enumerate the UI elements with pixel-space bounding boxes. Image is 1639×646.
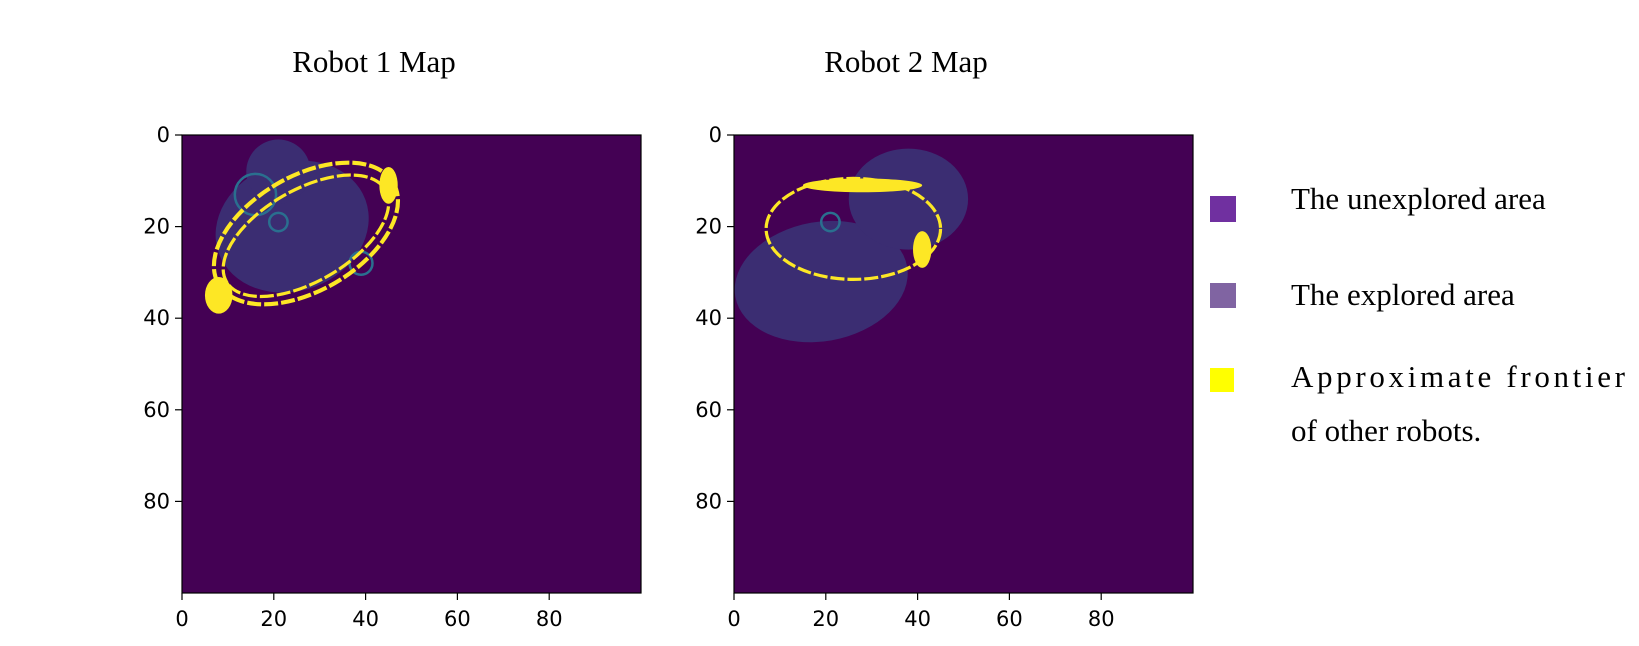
legend-label-unexplored: The unexplored area (1291, 181, 1546, 216)
x-tick-label: 20 (260, 607, 287, 631)
frontier-blob (379, 167, 398, 204)
x-tick-label: 80 (1088, 607, 1115, 631)
y-axis: 0 20 40 60 80 (143, 123, 182, 513)
map-panel-robot-2: Robot 2 Map 0 20 40 60 80 0 20 40 60 80 (695, 44, 1194, 631)
legend-swatch-explored (1210, 283, 1236, 308)
y-tick-label: 0 (709, 123, 722, 147)
legend-label-frontier: Approximate frontier (1291, 359, 1626, 394)
x-tick-label: 0 (175, 607, 188, 631)
map-layer (182, 135, 641, 593)
explored-region (246, 139, 311, 204)
x-tick-label: 60 (444, 607, 471, 631)
frontier-blob (913, 231, 932, 268)
map-layer (734, 135, 1193, 593)
robot-marker (819, 211, 841, 233)
frontier-blob (802, 178, 923, 193)
y-tick-label: 20 (143, 215, 170, 239)
legend-label-explored: The explored area (1291, 277, 1515, 312)
plot-area (181, 134, 642, 594)
axes-frame (733, 134, 1194, 594)
y-tick-label: 20 (695, 215, 722, 239)
panel-title: Robot 2 Map (824, 44, 988, 79)
legend-swatch-frontier (1210, 368, 1234, 392)
explored-region (215, 160, 369, 293)
x-tick-label: 60 (996, 607, 1023, 631)
y-tick-label: 80 (143, 489, 170, 513)
robot-marker (267, 211, 289, 233)
y-tick-label: 0 (157, 123, 170, 147)
panel-title: Robot 1 Map (292, 44, 456, 79)
x-tick-label: 40 (352, 607, 379, 631)
legend-label-frontier-line-2: of other robots. (1291, 413, 1481, 448)
x-axis: 0 20 40 60 80 (175, 593, 563, 631)
y-tick-label: 40 (143, 306, 170, 330)
axes-frame (181, 134, 642, 594)
x-tick-label: 0 (727, 607, 740, 631)
map-panel-robot-1: Robot 1 Map 0 20 40 60 80 0 20 40 60 80 (143, 44, 642, 631)
legend-swatch-unexplored (1210, 196, 1236, 222)
frontier-blob (204, 276, 233, 314)
explored-region (848, 148, 969, 250)
frontier-ellipse (764, 176, 943, 281)
y-tick-label: 40 (695, 306, 722, 330)
y-tick-label: 60 (143, 398, 170, 422)
y-tick-label: 60 (695, 398, 722, 422)
y-axis: 0 20 40 60 80 (695, 123, 734, 513)
explored-region (734, 220, 908, 343)
legend: The unexplored area The explored area Ap… (1210, 181, 1626, 448)
y-tick-label: 80 (695, 489, 722, 513)
x-tick-label: 80 (536, 607, 563, 631)
x-axis: 0 20 40 60 80 (727, 593, 1115, 631)
x-tick-label: 20 (812, 607, 839, 631)
plot-area (733, 134, 1194, 594)
x-tick-label: 40 (904, 607, 931, 631)
